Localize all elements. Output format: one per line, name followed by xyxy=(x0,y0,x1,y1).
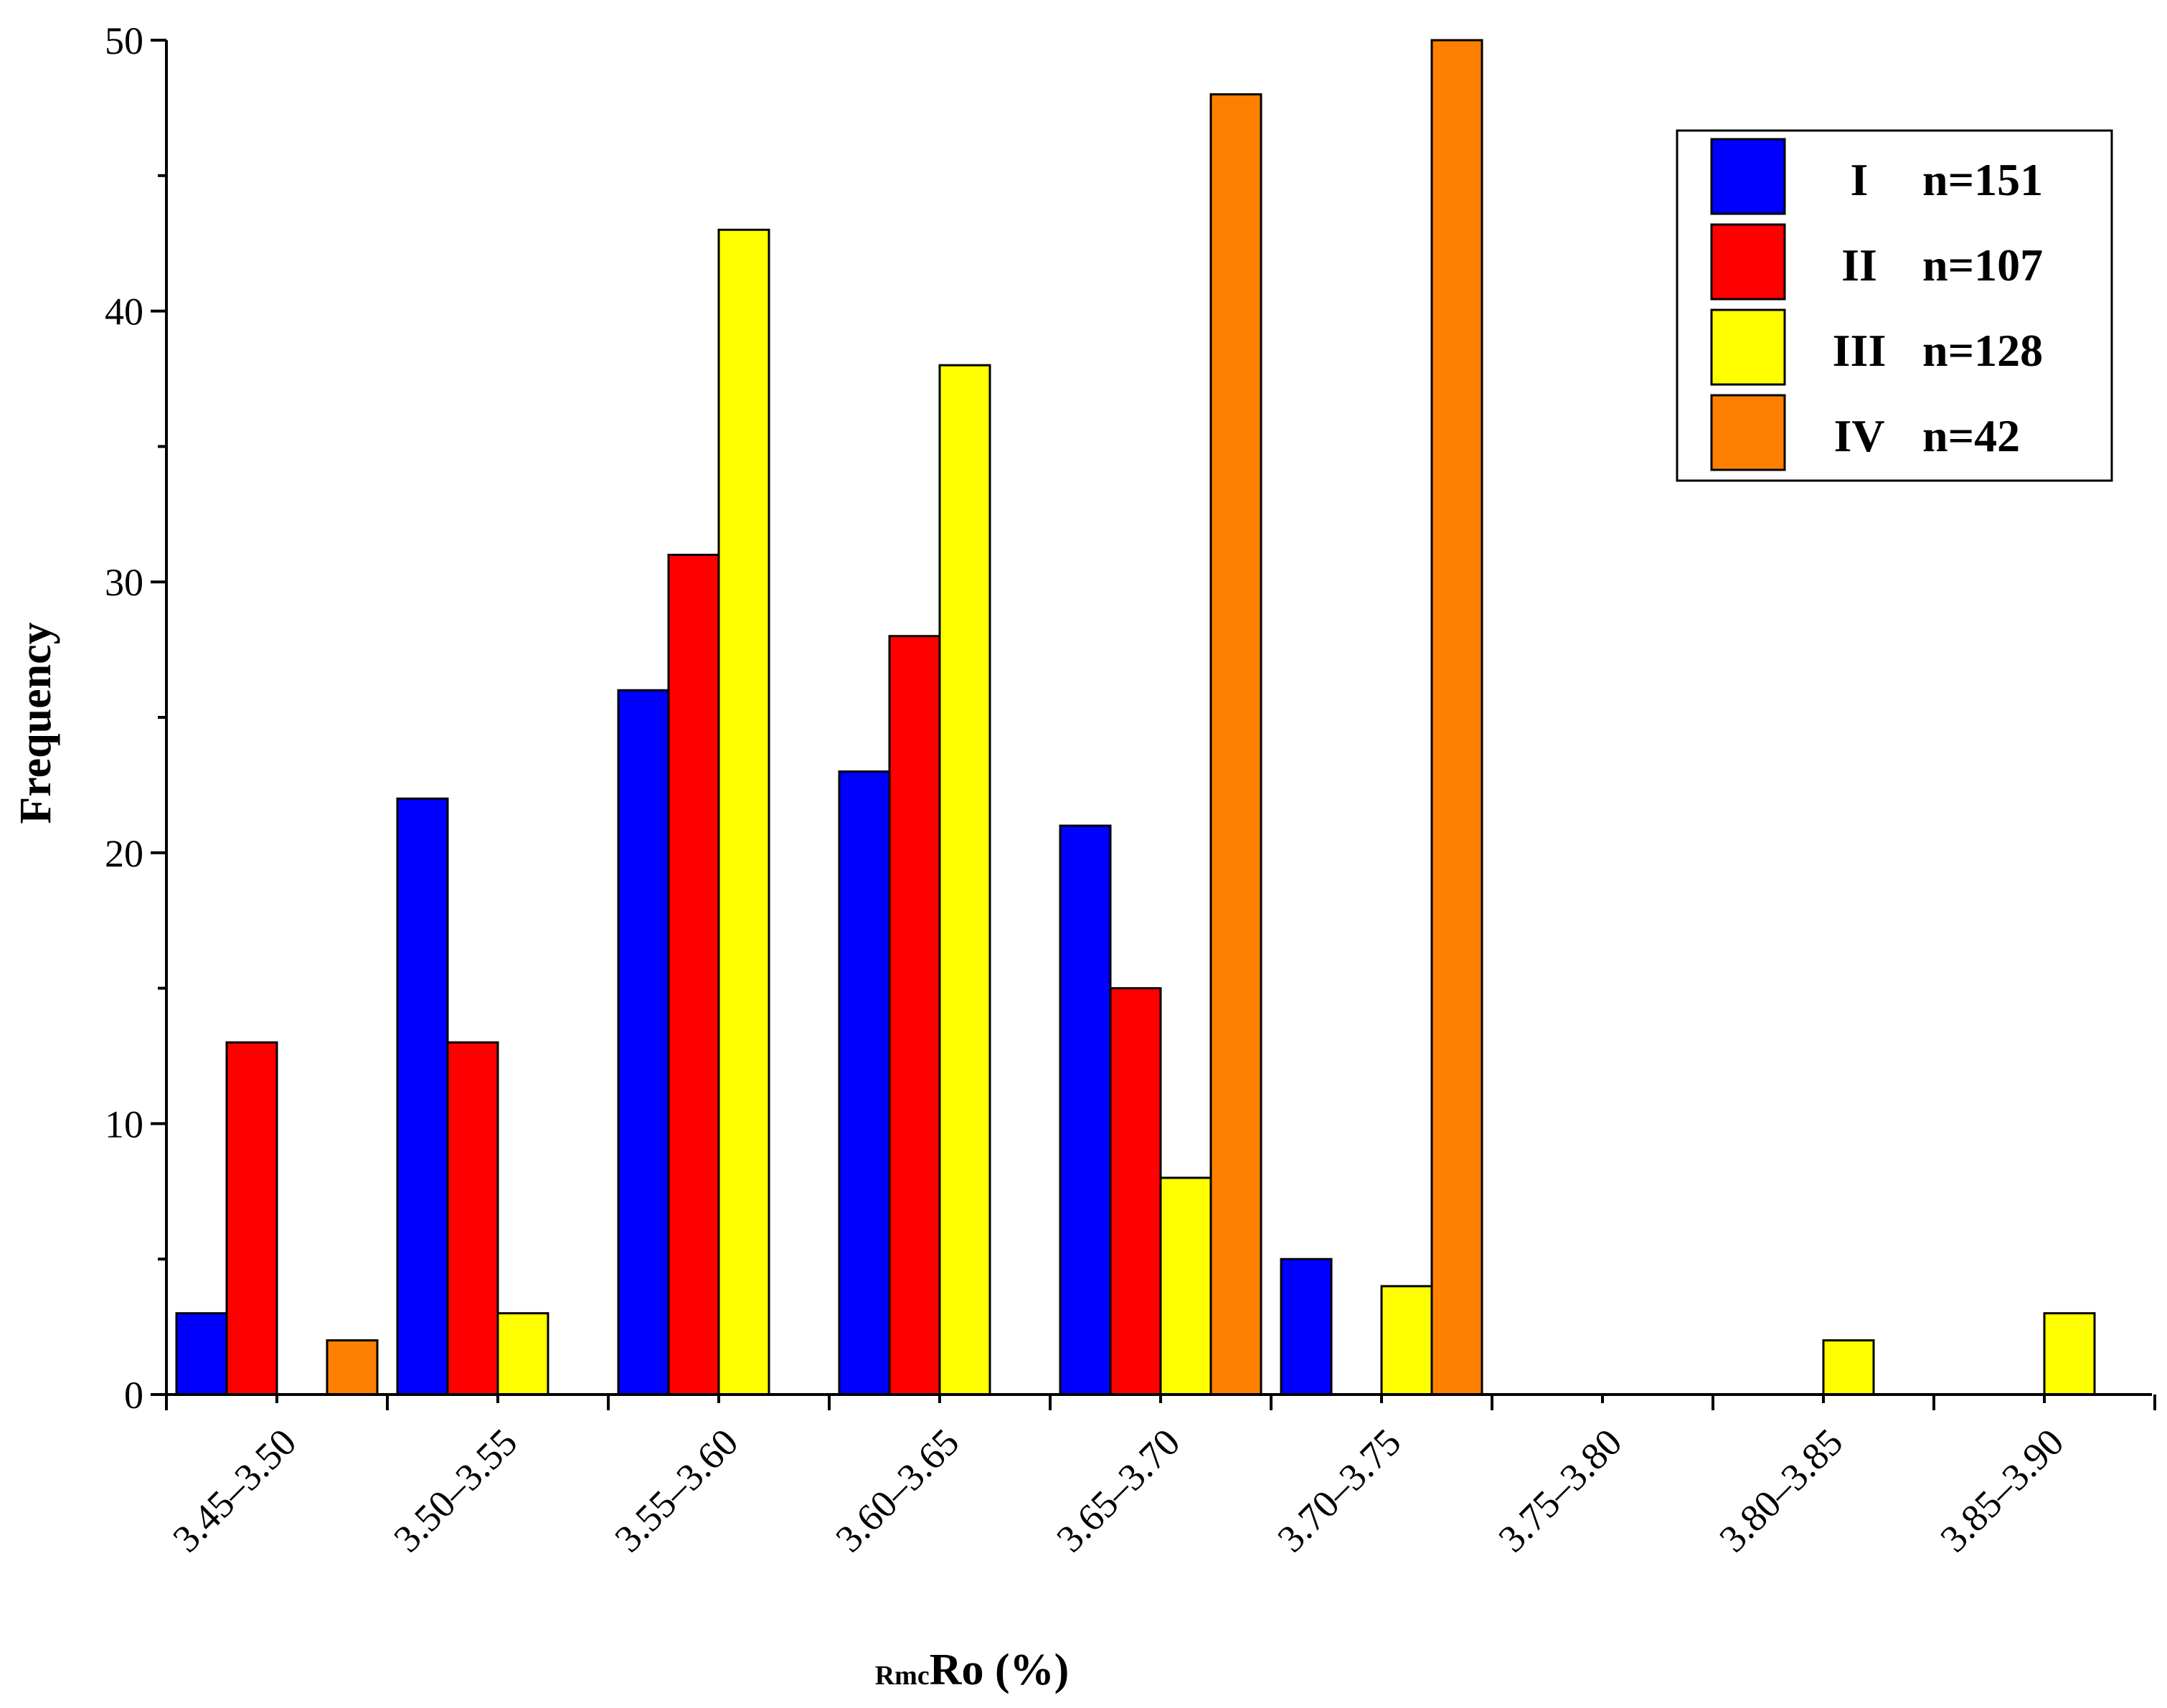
y-tick-labels: 0 10 20 30 40 50 xyxy=(105,19,143,1417)
bar-iii-6 xyxy=(1380,1285,1433,1396)
bar-i-2 xyxy=(396,797,449,1396)
x-tick-label: 3.65–3.70 xyxy=(1048,1420,1188,1560)
x-tick-labels: 3.45–3.50 3.50–3.55 3.55–3.60 3.60–3.65 3.65… xyxy=(164,1420,2072,1560)
legend-label-ii: II xyxy=(1841,240,1877,291)
bar-iv-6 xyxy=(1430,39,1483,1396)
legend-swatch-ii xyxy=(1710,223,1786,301)
bar-ii-1 xyxy=(225,1041,278,1396)
bar-iii-9 xyxy=(2043,1312,2096,1396)
bar-ii-5 xyxy=(1109,987,1162,1396)
bar-i-5 xyxy=(1059,824,1112,1396)
bar-iv-5 xyxy=(1209,93,1262,1396)
legend-swatch-iv xyxy=(1710,394,1786,471)
x-axis-title-subscript: Rmc xyxy=(875,1661,930,1691)
x-tick-label: 3.70–3.75 xyxy=(1269,1420,1409,1560)
x-tick-label: 3.45–3.50 xyxy=(164,1420,304,1560)
legend-label-iv: IV xyxy=(1833,410,1884,461)
y-tick-label: 10 xyxy=(105,1103,143,1146)
bar-ii-4 xyxy=(888,635,941,1396)
x-tick-label: 3.75–3.80 xyxy=(1490,1420,1630,1560)
bar-i-6 xyxy=(1280,1258,1333,1396)
y-tick-label: 40 xyxy=(105,291,143,334)
y-tick-label: 0 xyxy=(124,1374,143,1417)
legend-swatch-iii xyxy=(1710,308,1786,386)
y-axis-title: Frequency xyxy=(11,622,60,824)
x-tick-label: 3.85–3.90 xyxy=(1932,1420,2072,1560)
bar-i-4 xyxy=(838,770,891,1396)
legend-count-iii: n=128 xyxy=(1922,325,2043,376)
y-tick-label: 30 xyxy=(105,561,143,604)
bar-i-1 xyxy=(175,1312,228,1396)
legend-count-iv: n=42 xyxy=(1922,410,2020,461)
y-tick-label: 50 xyxy=(105,19,143,62)
legend-swatch-i xyxy=(1710,138,1786,215)
axes-layer xyxy=(151,39,2156,1410)
bar-ii-2 xyxy=(446,1041,499,1396)
bar-i-3 xyxy=(617,689,670,1396)
legend-label-iii: III xyxy=(1833,325,1887,376)
bars-layer xyxy=(175,39,2096,1396)
bar-iii-4 xyxy=(938,364,991,1396)
bar-iii-3 xyxy=(717,228,770,1396)
bar-iii-2 xyxy=(496,1312,549,1396)
bar-iv-1 xyxy=(326,1339,379,1396)
x-tick-label: 3.80–3.85 xyxy=(1711,1420,1851,1560)
x-tick-label: 3.50–3.55 xyxy=(385,1420,525,1560)
legend-count-i: n=151 xyxy=(1922,154,2043,205)
x-tick-label: 3.55–3.60 xyxy=(606,1420,746,1560)
x-axis-title-main: Ro (%) xyxy=(930,1646,1070,1694)
legend-label-i: I xyxy=(1851,154,1869,205)
bar-ii-3 xyxy=(667,553,720,1396)
x-tick-label: 3.60–3.65 xyxy=(827,1420,967,1560)
bar-iii-5 xyxy=(1159,1176,1212,1396)
x-axis-title: RmcRo (%) xyxy=(875,1646,1070,1694)
bar-iii-8 xyxy=(1822,1339,1875,1396)
y-tick-label: 20 xyxy=(105,832,143,875)
legend-count-ii: n=107 xyxy=(1922,240,2043,291)
